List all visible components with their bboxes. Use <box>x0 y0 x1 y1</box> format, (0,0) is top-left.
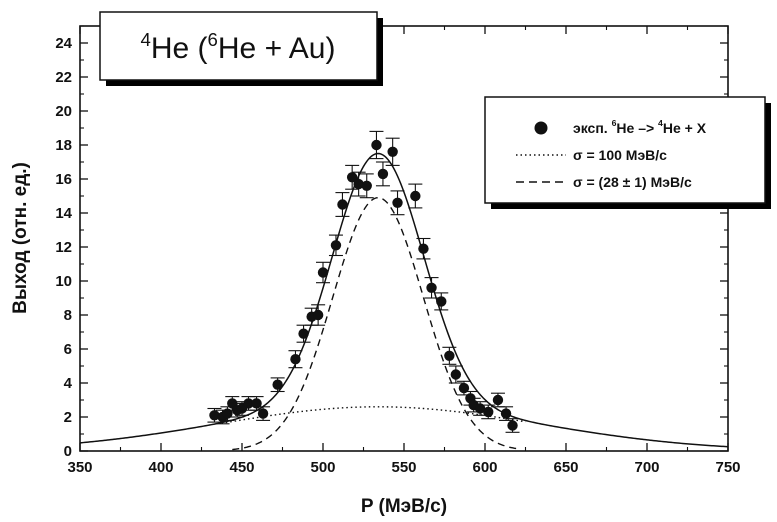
data-point <box>311 304 326 326</box>
data-marker <box>436 296 447 307</box>
data-marker <box>312 309 324 321</box>
data-point <box>316 261 330 284</box>
data-marker <box>337 199 348 210</box>
x-tick-label: 650 <box>553 459 578 476</box>
data-marker <box>410 190 421 202</box>
y-tick-label: 24 <box>55 35 72 52</box>
data-marker <box>387 146 398 157</box>
legend-label-dotted: σ = 100 МэВ/с <box>573 147 667 163</box>
data-marker <box>492 394 504 406</box>
data-marker <box>450 369 462 380</box>
data-marker <box>257 408 269 419</box>
x-tick-label: 500 <box>310 459 335 476</box>
y-tick-label: 22 <box>55 69 72 86</box>
fit-curve-total <box>79 152 729 448</box>
data-points <box>207 130 520 433</box>
data-point <box>456 380 471 396</box>
y-tick-label: 18 <box>55 137 72 154</box>
fit-curves <box>79 152 729 451</box>
y-tick-label: 8 <box>64 307 72 324</box>
legend-marker-points <box>534 121 548 135</box>
y-tick-label: 20 <box>55 103 72 120</box>
data-point <box>448 365 463 384</box>
data-point <box>345 164 360 190</box>
data-point <box>442 346 457 365</box>
plot-frame <box>79 25 729 452</box>
data-point <box>375 161 390 187</box>
x-tick-label: 750 <box>715 459 740 476</box>
title-box-frame <box>99 11 378 81</box>
x-axis-label: P (МэВ/с) <box>361 496 447 517</box>
data-marker <box>330 240 342 251</box>
data-point <box>416 237 431 260</box>
data-point <box>207 407 222 423</box>
y-tick-label: 12 <box>55 239 72 256</box>
data-marker <box>444 350 455 361</box>
data-point <box>434 292 449 311</box>
data-marker <box>272 379 283 390</box>
data-point <box>270 377 285 393</box>
x-tick-label: 350 <box>67 459 92 476</box>
data-point <box>296 324 311 343</box>
data-point <box>424 277 439 299</box>
data-point <box>385 137 400 166</box>
x-tick-label: 600 <box>472 459 497 476</box>
axis-ticks: 350 400 450 500 550 600 650 700 7500246810121416… <box>55 25 741 476</box>
data-point <box>351 171 366 197</box>
fit-curve-narrow-dashed <box>232 196 518 451</box>
data-point <box>505 418 520 433</box>
y-tick-label: 2 <box>64 409 72 426</box>
data-point <box>473 401 488 416</box>
title-box: 4He (6He + Au) <box>99 11 383 86</box>
data-point <box>288 350 303 369</box>
legend-label-points: эксп. 6He –> 4He + X <box>573 118 707 136</box>
data-point <box>499 406 514 421</box>
y-tick-label: 16 <box>55 171 72 188</box>
data-marker <box>361 180 372 191</box>
data-marker <box>317 267 329 278</box>
data-marker <box>290 354 301 365</box>
y-axis-label: Выход (отн. ед.) <box>10 162 31 314</box>
data-marker <box>507 420 518 431</box>
data-point <box>328 234 343 257</box>
data-marker <box>298 328 309 339</box>
y-tick-label: 10 <box>55 273 72 290</box>
legend: эксп. 6He –> 4He + X σ = 100 МэВ/с σ = (… <box>484 96 771 209</box>
x-tick-label: 550 <box>391 459 416 476</box>
data-marker <box>418 243 429 254</box>
data-marker <box>500 408 512 419</box>
data-point <box>390 190 405 216</box>
data-marker <box>392 197 403 208</box>
data-marker <box>346 172 358 183</box>
y-tick-label: 0 <box>64 443 72 460</box>
x-tick-label: 400 <box>148 459 173 476</box>
data-marker <box>371 139 382 151</box>
y-tick-label: 14 <box>55 205 72 222</box>
data-marker <box>377 168 389 180</box>
data-point <box>408 183 423 209</box>
x-tick-label: 450 <box>229 459 254 476</box>
fit-curve-wide-dotted <box>225 406 526 424</box>
data-marker <box>483 406 494 418</box>
y-tick-label: 6 <box>64 341 72 358</box>
data-marker <box>209 410 220 421</box>
chart-title: 4He (6He + Au) <box>141 29 336 65</box>
data-marker <box>222 408 233 419</box>
data-point <box>256 406 271 421</box>
data-marker <box>474 403 486 414</box>
data-point <box>359 173 374 199</box>
data-marker <box>243 398 254 409</box>
data-marker <box>426 282 437 293</box>
data-marker <box>353 178 364 190</box>
data-marker <box>458 382 470 394</box>
x-tick-label: 700 <box>634 459 659 476</box>
data-point <box>481 404 496 420</box>
data-marker <box>251 398 262 409</box>
y-tick-label: 4 <box>64 375 73 392</box>
legend-label-dashed: σ = (28 ± 1) МэВ/с <box>573 174 692 190</box>
data-point <box>369 130 384 160</box>
data-point <box>335 192 350 217</box>
legend-frame <box>484 96 766 204</box>
